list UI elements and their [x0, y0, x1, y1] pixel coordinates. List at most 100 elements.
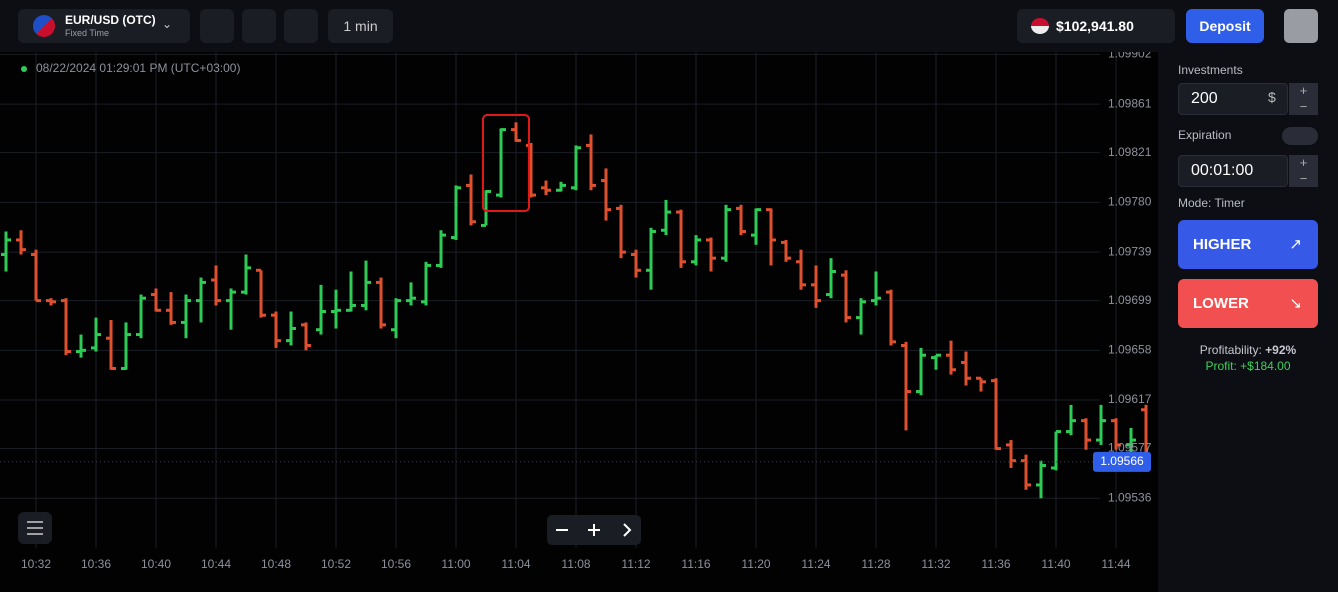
y-tick-label: 1.09821: [1108, 145, 1152, 159]
pair-flag: [33, 15, 55, 37]
ohlc-bar: [886, 289, 896, 346]
investments-label: Investments: [1178, 63, 1243, 77]
expiration-input[interactable]: 00:01:00: [1178, 155, 1288, 187]
x-tick-label: 11:12: [621, 557, 650, 571]
expiration-label: Expiration: [1178, 128, 1232, 142]
investment: 200: [1191, 90, 1218, 107]
ohlc-bar: [31, 249, 41, 303]
ohlc-bar: [481, 189, 491, 227]
investment-input[interactable]: 200: [1178, 83, 1288, 115]
profitability-value: +92%: [1265, 343, 1297, 357]
chevron: ⌄: [162, 17, 173, 31]
ohlc-bar: [1051, 430, 1061, 471]
pair-selector[interactable]: EUR/USD (OTC) Fixed Time ⌄: [18, 9, 190, 43]
header: EUR/USD (OTC) Fixed Time ⌄ 1 min $102,94…: [0, 0, 1338, 52]
x-tick-label: 10:40: [141, 557, 171, 571]
settings-icon: [27, 521, 43, 535]
ohlc-bar: [361, 260, 371, 311]
current-price-box: [1093, 451, 1151, 472]
zoom-icons[interactable]: [556, 523, 632, 537]
ohlc-bar: [1066, 404, 1076, 436]
minus-button[interactable]: −: [1289, 99, 1318, 115]
balance: $102,941.80: [1056, 18, 1134, 34]
ohlc-bar: [166, 292, 176, 325]
x-tick-label: 11:44: [1101, 557, 1130, 571]
ohlc-bar: [46, 298, 56, 306]
ohlc-bar: [286, 311, 296, 346]
lower-label: LOWER: [1193, 295, 1249, 312]
ohlc-bar: [976, 376, 986, 392]
profit-value: +$184.00: [1240, 359, 1291, 373]
trade-panel: Investments 200 $ + − Expiration 00:01:0…: [1158, 52, 1338, 592]
ohlc-bar: [811, 265, 821, 308]
avatar[interactable]: [1284, 9, 1318, 43]
higher-button[interactable]: HIGHER ↗: [1178, 220, 1318, 269]
ohlc-bar: [796, 249, 806, 290]
x-tick-label: 11:00: [441, 557, 470, 571]
ohlc-bar: [391, 298, 401, 339]
ohlc-bar: [721, 204, 731, 262]
balance-selector[interactable]: $102,941.80: [1017, 9, 1175, 43]
highlight-box: [482, 114, 530, 212]
ohlc-bar: [151, 288, 161, 312]
ohlc-bar: [586, 134, 596, 191]
ohlc-bar: [946, 340, 956, 375]
y-tick-label: 1.09861: [1108, 96, 1152, 110]
ohlc-bar: [691, 235, 701, 266]
deposit-button[interactable]: Deposit: [1186, 9, 1264, 43]
ohlc-bar: [541, 180, 551, 196]
ohlc-bar: [466, 174, 476, 226]
ohlc-bar: [931, 353, 941, 370]
ohlc-bar: [856, 298, 866, 335]
ohlc-bar: [436, 230, 446, 268]
ohlc-bar: [826, 258, 836, 299]
chart-bg: [0, 0, 1158, 592]
ohlc-bar: [271, 311, 281, 348]
timeframe[interactable]: 1 min: [328, 9, 393, 43]
x-tick-label: 10:48: [261, 557, 291, 571]
ohlc-bar: [571, 145, 581, 191]
ohlc-bar: [706, 237, 716, 272]
ohlc-bar: [991, 378, 1001, 451]
drawing-button[interactable]: [242, 9, 276, 43]
x-tick-label: 10:32: [21, 557, 51, 571]
chart-type-button[interactable]: [200, 9, 234, 43]
y-tick-label: 1.09699: [1108, 293, 1152, 307]
pair-name: EUR/USD (OTC): [65, 13, 156, 27]
ohlc-bar: [1, 231, 11, 272]
ohlc-bar: [91, 317, 101, 352]
ohlc-bar: [496, 128, 506, 198]
x-tick-label: 11:24: [801, 557, 830, 571]
minus-button[interactable]: −: [1289, 171, 1318, 187]
expiration-toggle[interactable]: [1282, 127, 1318, 145]
x-tick-label: 10:44: [201, 557, 231, 571]
ohlc-bar: [961, 351, 971, 386]
ohlc-bar: [1081, 418, 1091, 450]
ohlc-bar: [1021, 454, 1031, 490]
ohlc-bar: [1096, 404, 1106, 445]
ohlc-bar: [841, 270, 851, 323]
x-tick-label: 11:36: [981, 557, 1010, 571]
timestamp: 08/22/2024 01:29:01 PM (UTC+03:00): [36, 61, 240, 75]
ohlc-bar: [136, 294, 146, 339]
plus-button[interactable]: +: [1289, 155, 1318, 171]
plus-button[interactable]: +: [1289, 83, 1318, 99]
ohlc-bar: [376, 277, 386, 329]
lower-button[interactable]: LOWER ↘: [1178, 279, 1318, 328]
y-tick-label: 1.09658: [1108, 342, 1152, 356]
ohlc-bar: [511, 122, 521, 143]
ohlc-bar: [181, 294, 191, 339]
ohlc-bar: [1006, 440, 1016, 468]
ohlc-bar: [76, 334, 86, 358]
ohlc-bar: [331, 289, 341, 329]
ohlc-bar: [631, 249, 641, 278]
expiration: 00:01:00: [1191, 162, 1254, 179]
ohlc-bar: [871, 271, 881, 306]
x-tick-label: 11:16: [681, 557, 710, 571]
ohlc-bar: [646, 227, 656, 290]
ohlc-bar: [736, 204, 746, 236]
alerts-button[interactable]: [284, 9, 318, 43]
x-tick-label: 11:20: [741, 557, 770, 571]
x-tick-label: 11:28: [861, 557, 890, 571]
x-tick-label: 11:40: [1041, 557, 1070, 571]
